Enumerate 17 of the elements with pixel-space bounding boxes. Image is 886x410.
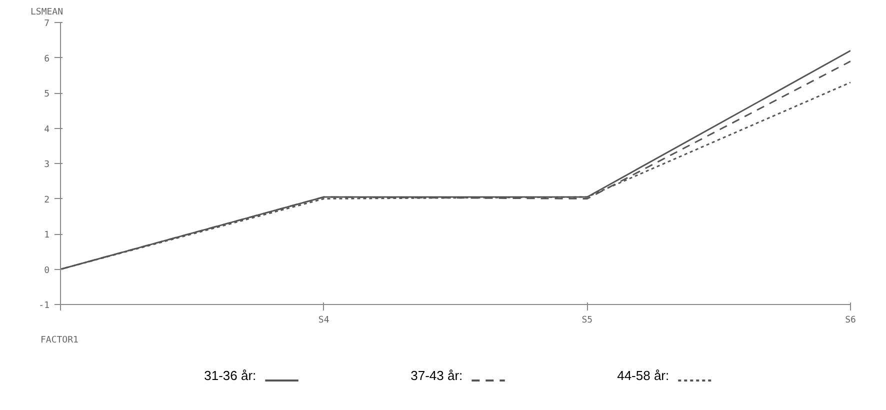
y-axis-title: LSMEAN	[30, 8, 64, 18]
y-tick-label: 1	[44, 230, 50, 240]
y-tick-label: 2	[44, 195, 50, 206]
legend-label: 44-58 år:	[617, 368, 670, 383]
x-tick-label: S6	[845, 316, 856, 326]
legend-label: 31-36 år:	[204, 368, 256, 383]
y-tick-label: 3	[44, 160, 50, 170]
x-tick-label: S5	[582, 316, 593, 326]
y-tick-label: 4	[44, 124, 50, 135]
y-tick-label: -1	[38, 301, 50, 311]
x-axis-title: FACTOR1	[40, 336, 78, 346]
legend-label: 37-43 år:	[410, 368, 463, 383]
y-tick-label: 7	[44, 19, 50, 29]
y-tick-label: 0	[44, 266, 50, 276]
y-tick-label: 5	[44, 90, 50, 100]
y-tick-label: 6	[44, 54, 50, 64]
x-tick-label: S4	[318, 316, 330, 326]
